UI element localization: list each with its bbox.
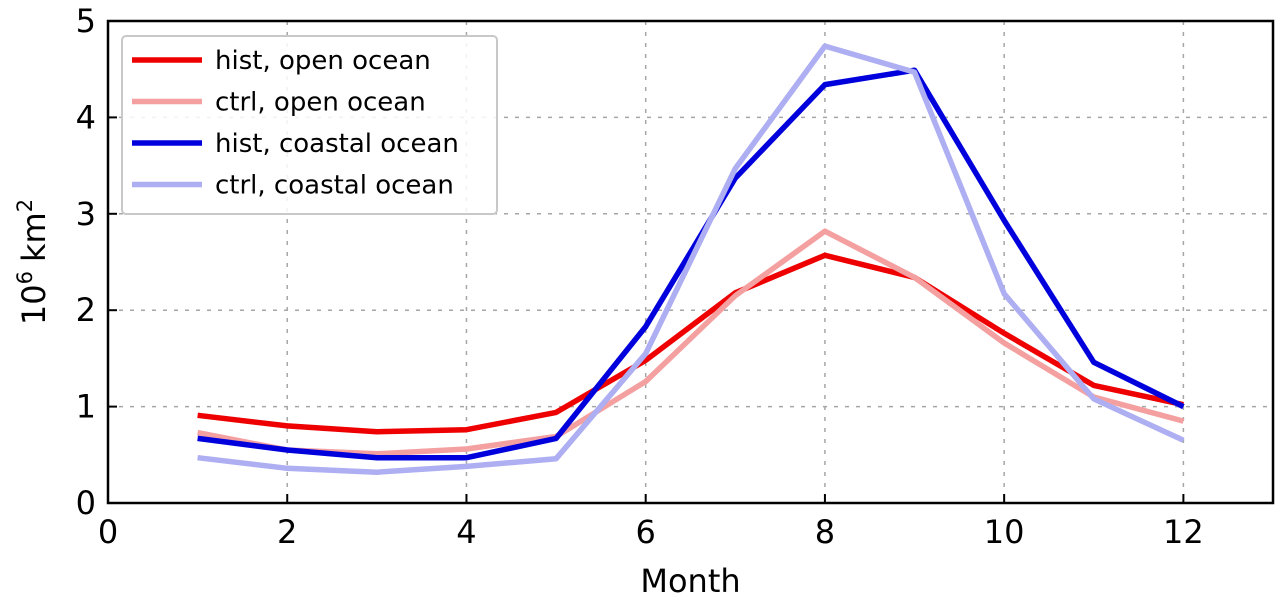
series-lines [197, 43, 1185, 475]
y-tick-label: 0 [76, 484, 96, 522]
x-tick-label: 8 [815, 513, 835, 551]
y-tick-label: 5 [76, 2, 96, 40]
y-tick-label: 4 [76, 98, 96, 136]
y-axis-label: 106 km2 [13, 199, 53, 325]
x-axis-label: Month [640, 562, 740, 600]
x-tick-label: 10 [984, 513, 1025, 551]
y-axis-label-unit-exponent: 2 [13, 199, 37, 212]
legend-label: hist, open ocean [215, 46, 431, 76]
y-axis-label-unit: km [15, 212, 53, 262]
series-line-2 [197, 228, 1185, 457]
series-line-3 [197, 67, 1185, 461]
legend: hist, open ocean ctrl, open ocean hist, co… [121, 35, 498, 215]
y-tick-label: 2 [76, 291, 96, 329]
series-line-4 [197, 43, 1185, 475]
y-axis-label-base: 10 [15, 284, 53, 325]
legend-label: hist, coastal ocean [215, 129, 459, 159]
y-tick-label: 3 [76, 195, 96, 233]
legend-label: ctrl, open ocean [215, 88, 426, 118]
series-line-1 [197, 252, 1184, 435]
y-axis-label-exponent: 6 [13, 271, 37, 284]
x-tick-label: 4 [456, 513, 476, 551]
plot-frame [106, 19, 1275, 505]
axis-ticks [107, 20, 1185, 504]
legend-label: ctrl, coastal ocean [215, 171, 454, 201]
x-tick-label: 12 [1163, 513, 1204, 551]
x-tick-label: 6 [636, 513, 656, 551]
legend-box [121, 35, 498, 215]
x-tick-label: 0 [98, 513, 118, 551]
y-tick-label: 1 [76, 388, 96, 426]
x-tick-label: 2 [277, 513, 297, 551]
